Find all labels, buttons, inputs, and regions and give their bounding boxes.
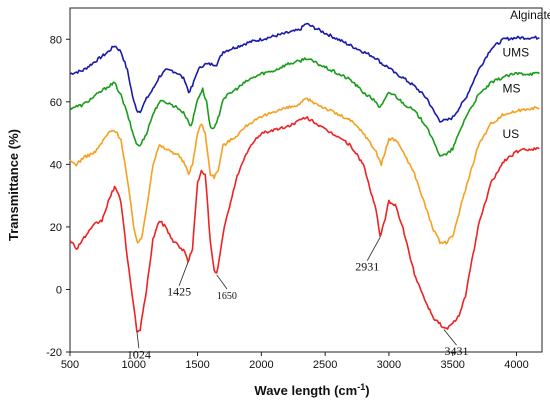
y-tick-label--20: -20 <box>46 347 62 359</box>
y-tick-label-60: 60 <box>50 97 62 109</box>
series-label-alginate: Alginate <box>510 8 550 22</box>
x-tick-label-3500: 3500 <box>440 359 464 371</box>
x-tick-label-4000: 4000 <box>504 359 528 371</box>
annotation-leader-1024 <box>136 331 140 349</box>
annotation-leader-3431 <box>443 329 457 346</box>
x-axis-title: Wave length (cm-1) <box>254 382 369 398</box>
x-tick-label-1500: 1500 <box>185 359 209 371</box>
series-line-ums <box>69 57 540 157</box>
annotation-leader-2931 <box>366 237 381 261</box>
x-tick-label-1000: 1000 <box>122 359 146 371</box>
annotation-1024: 1024 <box>127 347 151 361</box>
annotation-1425: 1425 <box>167 285 191 299</box>
y-tick-label-0: 0 <box>56 284 62 296</box>
y-tick-label-20: 20 <box>50 222 62 234</box>
series-label-us: US <box>502 127 519 141</box>
series-line-ms <box>69 97 540 245</box>
x-tick-label-2000: 2000 <box>249 359 273 371</box>
series-line-alginate <box>69 22 540 123</box>
y-axis-title: Transmittance (%) <box>6 129 21 241</box>
plot-frame <box>69 7 543 353</box>
x-tick-label-500: 500 <box>61 359 79 371</box>
annotation-leader-1650 <box>216 274 228 290</box>
series-label-ums: UMS <box>502 45 529 59</box>
x-tick-label-2500: 2500 <box>313 359 337 371</box>
annotation-3431: 3431 <box>445 344 469 358</box>
annotation-1650: 1650 <box>217 291 237 302</box>
x-tick-label-3000: 3000 <box>377 359 401 371</box>
annotation-leader-1425 <box>178 262 189 286</box>
y-tick-label-80: 80 <box>50 34 62 46</box>
y-tick-label-40: 40 <box>50 159 62 171</box>
series-line-us <box>69 116 540 333</box>
annotation-2931: 2931 <box>355 260 379 274</box>
series-label-ms: MS <box>502 81 520 95</box>
